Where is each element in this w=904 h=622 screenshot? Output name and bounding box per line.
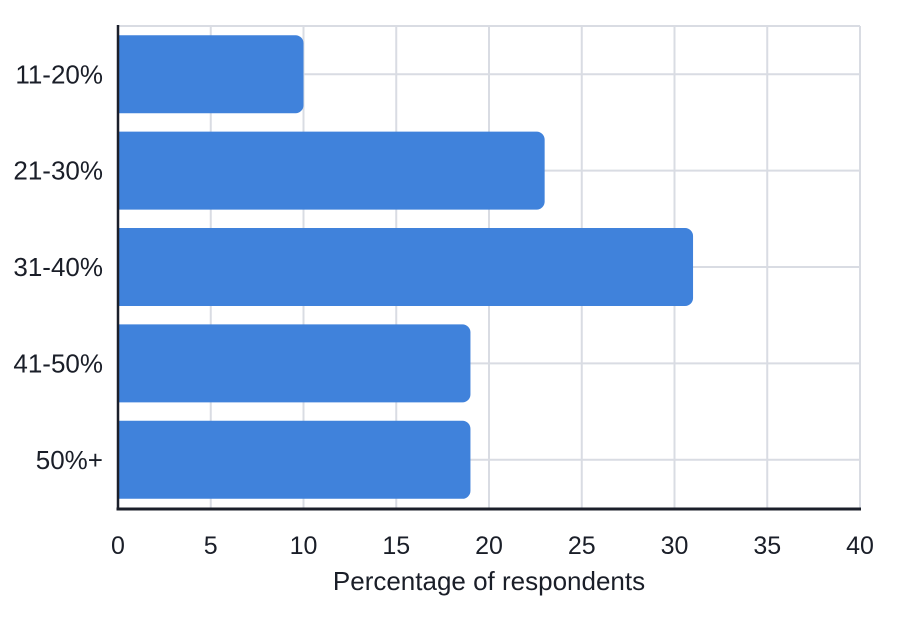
x-tick-label: 15 (382, 532, 410, 560)
bar-layer (119, 35, 694, 499)
bar (119, 324, 471, 403)
x-tick-label: 0 (111, 532, 125, 560)
x-tick-label: 40 (846, 532, 874, 560)
bar (119, 131, 545, 210)
y-tick-label: 21-30% (13, 156, 103, 186)
y-tick-label: 11-20% (15, 59, 103, 89)
y-tick-label: 50%+ (36, 445, 103, 475)
x-tick-label: 10 (290, 532, 318, 560)
x-axis-title: Percentage of respondents (333, 566, 645, 596)
x-tick-label: 25 (568, 532, 596, 560)
bar (119, 420, 471, 499)
x-tick-label: 30 (661, 532, 689, 560)
axis-layer (116, 25, 861, 511)
x-tick-label: 5 (204, 532, 218, 560)
y-tick-label: 31-40% (13, 252, 103, 282)
bar (119, 228, 694, 306)
y-tick-label: 41-50% (13, 349, 103, 379)
x-tick-label: 35 (753, 532, 781, 560)
x-tick-label: 20 (475, 532, 503, 560)
label-layer: 11-20% 21-30% 31-40% 41-50% 50%+ 0 5 10 15 20 25 30… (13, 59, 874, 560)
bar (119, 35, 304, 114)
